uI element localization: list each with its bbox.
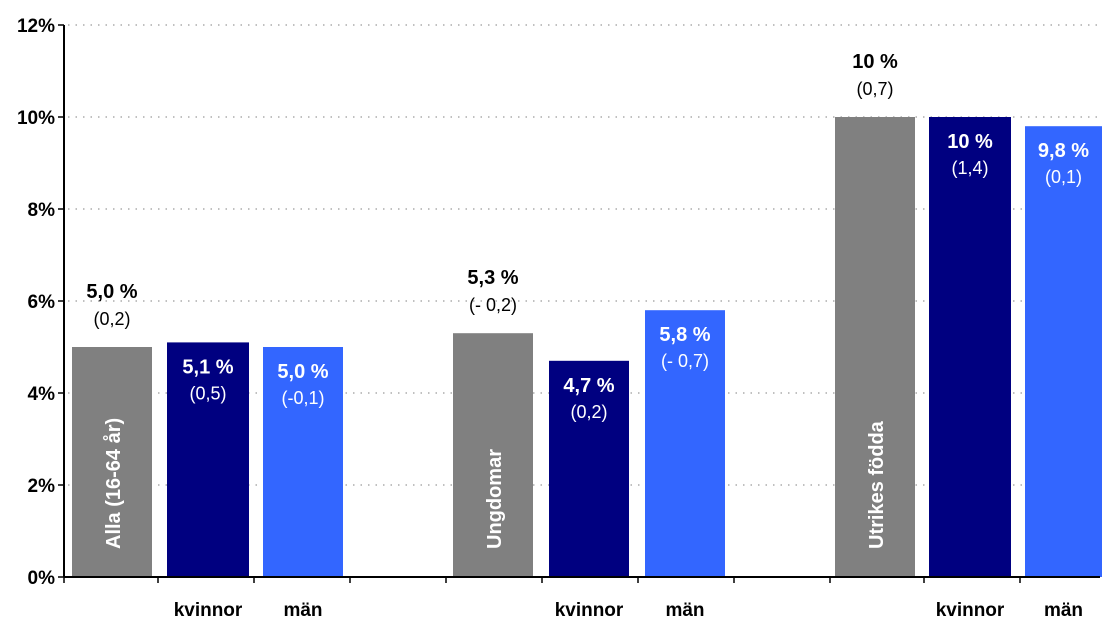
y-tick-label: 12% — [17, 16, 55, 37]
value-label: 9,8 % — [1038, 140, 1089, 162]
x-category-label: kvinnor — [555, 600, 624, 621]
value-label: 10 % — [947, 131, 993, 153]
bar-man — [1025, 126, 1102, 577]
bar-man — [645, 310, 725, 577]
change-label: (0,1) — [1045, 167, 1082, 187]
y-tick-label: 4% — [28, 384, 56, 405]
change-label: (- 0,2) — [469, 295, 517, 315]
x-category-label: män — [283, 600, 322, 621]
y-tick-label: 2% — [28, 476, 56, 497]
value-label: 5,8 % — [659, 324, 710, 346]
change-label: (- 0,7) — [661, 351, 709, 371]
value-label: 5,0 % — [277, 361, 328, 383]
group-name-label: Alla (16-64 år) — [102, 418, 125, 549]
change-label: (0,2) — [93, 309, 130, 329]
bar-kvinnor — [167, 342, 249, 577]
x-category-label: kvinnor — [174, 600, 243, 621]
y-tick-label: 0% — [28, 568, 56, 589]
value-label: 5,0 % — [86, 281, 137, 303]
change-label: (0,7) — [856, 79, 893, 99]
bar-kvinnor — [929, 117, 1011, 577]
y-tick-label: 10% — [17, 108, 55, 129]
group-name-label: Ungdomar — [484, 449, 506, 549]
y-tick-label: 8% — [28, 200, 56, 221]
bars — [72, 117, 1102, 577]
change-label: (-0,1) — [281, 388, 324, 408]
value-label: 5,1 % — [182, 356, 233, 378]
change-label: (1,4) — [951, 158, 988, 178]
axes — [58, 24, 1100, 583]
x-category-label: män — [665, 600, 704, 621]
bar-total — [72, 347, 152, 577]
bar-man — [263, 347, 343, 577]
value-label: 4,7 % — [563, 375, 614, 397]
change-label: (0,5) — [189, 383, 226, 403]
bar-total — [453, 333, 533, 577]
labels: 0% 2% 4% 6% 8% 10% 12% 5,0 % (0,2) Alla (16-64 år… — [17, 16, 1089, 621]
bar-kvinnor — [549, 360, 629, 577]
x-category-label: män — [1044, 600, 1083, 621]
value-label: 10 % — [852, 51, 898, 73]
change-label: (0,2) — [570, 402, 607, 422]
group-name-label: Utrikes födda — [866, 420, 888, 549]
x-category-label: kvinnor — [936, 600, 1005, 621]
bar-total — [835, 117, 915, 577]
value-label: 5,3 % — [467, 267, 518, 289]
y-tick-label: 6% — [28, 292, 56, 313]
